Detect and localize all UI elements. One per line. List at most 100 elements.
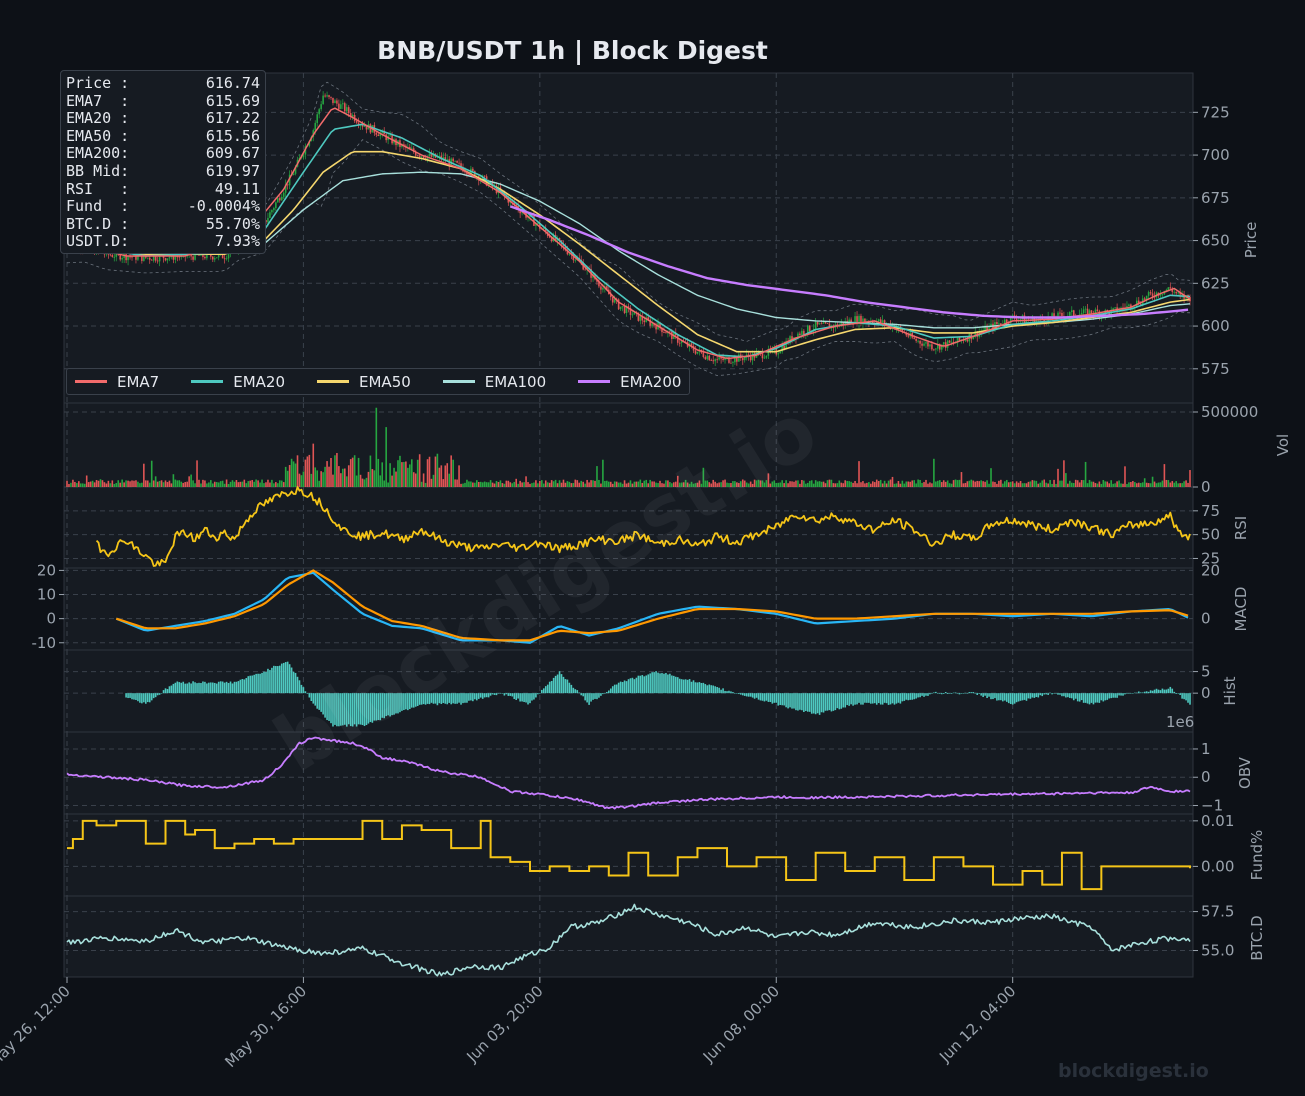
- candle-body: [280, 196, 283, 201]
- volume-bar: [978, 481, 980, 487]
- panel-btcd: [63, 895, 1194, 978]
- volume-bar: [501, 483, 504, 487]
- volume-bar: [389, 463, 391, 487]
- hist-bar: [767, 693, 770, 702]
- hist-bar: [1023, 693, 1026, 700]
- hist-bar: [844, 693, 847, 708]
- volume-bar: [1114, 483, 1116, 487]
- candle-body: [422, 156, 425, 159]
- candle-body: [1000, 323, 1002, 325]
- hist-bar: [805, 693, 807, 711]
- hist-bar: [1039, 693, 1042, 696]
- volume-bar: [771, 481, 774, 487]
- candle-body: [637, 312, 640, 321]
- volume-bar: [749, 481, 752, 487]
- candle-body: [1082, 309, 1085, 313]
- volume-bar: [607, 481, 610, 487]
- volume-bar: [948, 483, 951, 487]
- volume-bar: [933, 458, 935, 487]
- hist-bar: [438, 693, 441, 704]
- hist-bar: [505, 693, 508, 695]
- candle-body: [942, 342, 945, 345]
- candle-body: [271, 210, 273, 213]
- hist-bar: [588, 693, 590, 705]
- volume-bar: [990, 468, 992, 487]
- volume-bar: [275, 482, 277, 487]
- volume-bar: [182, 482, 185, 487]
- candle-body: [913, 337, 915, 339]
- hist-bar: [1183, 693, 1185, 700]
- hist-bar: [1147, 691, 1150, 694]
- hist-bar: [162, 690, 165, 694]
- volume-bar: [929, 482, 931, 487]
- hist-bar: [728, 690, 730, 694]
- hist-bar: [1132, 693, 1134, 694]
- volume-bar: [609, 481, 612, 487]
- volume-bar: [474, 482, 476, 487]
- hist-bar: [420, 693, 423, 705]
- y-tick-label: 20: [1201, 561, 1220, 579]
- volume-bar: [154, 476, 157, 487]
- hist-bar: [1112, 693, 1114, 698]
- funding-line: [67, 819, 1191, 891]
- volume-bar: [899, 483, 902, 487]
- hist-bar: [653, 672, 655, 694]
- hist-bar: [552, 677, 555, 694]
- hist-bar: [958, 693, 961, 695]
- volume-bar: [840, 482, 843, 487]
- x-tick-label: Jun 12, 04:00: [935, 982, 1019, 1066]
- info-row: EMA20 :617.22: [66, 110, 260, 128]
- candle-body: [883, 320, 886, 325]
- hist-bar: [659, 673, 661, 694]
- candle-body: [696, 351, 699, 354]
- hist-bar: [1171, 688, 1174, 694]
- candle-body: [558, 238, 561, 241]
- hist-bar: [515, 693, 517, 700]
- hist-bar: [310, 693, 313, 701]
- volume-bar: [895, 483, 898, 487]
- obv-scale-label: 1e6: [1166, 713, 1194, 731]
- hist-bar: [1004, 693, 1006, 701]
- hist-bar: [1055, 693, 1057, 694]
- hist-bar: [667, 674, 669, 694]
- volume-bar: [322, 472, 324, 487]
- hist-bar: [899, 693, 902, 704]
- hist-bar: [629, 678, 632, 694]
- hist-bar: [1074, 693, 1077, 699]
- y-tick-label: 0: [1201, 610, 1211, 628]
- hist-bar: [487, 693, 490, 698]
- hist-bar: [978, 693, 980, 694]
- hist-bar: [1000, 693, 1002, 701]
- hist-bar: [907, 693, 910, 701]
- hist-bar: [848, 693, 850, 706]
- hist-bar: [720, 689, 722, 694]
- hist-bar: [1187, 693, 1189, 703]
- hist-bar: [970, 692, 973, 694]
- candle-body: [456, 160, 458, 163]
- candle-body: [204, 256, 206, 259]
- volume-bar: [582, 481, 584, 487]
- volume-bar: [255, 479, 257, 487]
- hist-bar: [414, 693, 417, 707]
- hist-bar: [1090, 693, 1093, 703]
- hist-bar: [893, 693, 896, 705]
- hist-bar: [1017, 693, 1020, 702]
- volume-bar: [385, 427, 387, 487]
- volume-bar: [883, 480, 886, 487]
- volume-bar: [606, 480, 608, 487]
- hist-bar: [808, 693, 811, 712]
- volume-bar: [720, 482, 722, 487]
- hist-bar: [511, 693, 514, 697]
- hist-bar: [460, 693, 462, 705]
- volume-bar: [1130, 482, 1132, 487]
- volume-bar: [345, 476, 348, 487]
- volume-bar: [148, 482, 151, 487]
- volume-bar: [560, 482, 563, 487]
- volume-bar: [533, 482, 535, 487]
- volume-bar: [732, 481, 734, 487]
- volume-bar: [877, 481, 880, 487]
- candle-body: [152, 256, 155, 261]
- candle-body: [680, 341, 683, 343]
- volume-bar: [862, 481, 864, 487]
- hist-bar: [645, 675, 648, 694]
